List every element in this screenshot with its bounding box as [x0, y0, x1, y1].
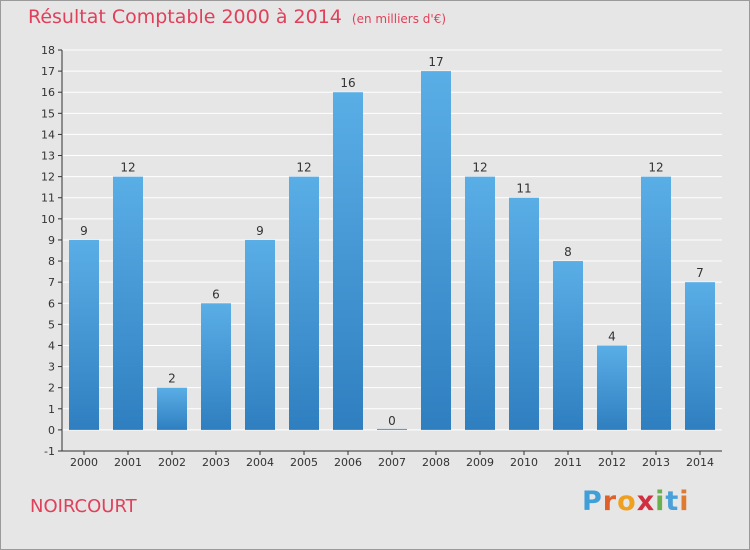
chart-title: Résultat Comptable 2000 à 2014 (en millie… [28, 6, 446, 28]
bar [113, 176, 143, 430]
commune-name: NOIRCOURT [30, 496, 137, 517]
y-tick-label: 12 [41, 171, 55, 184]
y-tick-label: 17 [41, 65, 55, 78]
data-label: 0 [388, 414, 396, 428]
bar [509, 197, 539, 430]
y-tick-label: 1 [48, 403, 55, 416]
y-tick-label: 5 [48, 318, 55, 331]
logo-letter: i [679, 486, 690, 517]
y-tick-label: 0 [48, 424, 55, 437]
logo-letter: P [582, 486, 603, 517]
data-label: 11 [516, 182, 531, 196]
logo-letter: t [665, 486, 680, 517]
y-tick-label: 16 [41, 86, 55, 99]
bar [421, 71, 451, 430]
data-label: 4 [608, 329, 616, 343]
y-tick-label: 18 [41, 44, 55, 57]
y-tick-label: 9 [48, 234, 55, 247]
data-label: 17 [428, 55, 443, 69]
bar [157, 387, 187, 430]
title-text: Résultat Comptable 2000 à 2014 [28, 6, 342, 28]
data-label: 16 [340, 76, 355, 90]
bar [245, 239, 275, 430]
y-tick-label: 13 [41, 150, 55, 163]
y-tick-label: -1 [44, 445, 55, 458]
logo-letter: r [602, 486, 618, 517]
bars [69, 71, 715, 430]
bar [377, 428, 407, 430]
bar [685, 282, 715, 430]
x-tick-label: 2008 [422, 456, 450, 469]
data-label: 2 [168, 372, 176, 386]
x-tick-label: 2012 [598, 456, 626, 469]
data-labels: 9 12 2 6 9 12 16 0 17 12 11 8 4 12 7 [80, 55, 704, 428]
y-tick-label: 3 [48, 361, 55, 374]
x-tick-label: 2000 [70, 456, 98, 469]
data-label: 8 [564, 245, 572, 259]
bar [289, 176, 319, 430]
bar [465, 176, 495, 430]
data-label: 12 [296, 161, 311, 175]
data-label: 12 [120, 161, 135, 175]
logo-letter: x [636, 486, 656, 517]
x-tick-label: 2011 [554, 456, 582, 469]
x-tick-label: 2006 [334, 456, 362, 469]
x-tick-label: 2003 [202, 456, 230, 469]
y-tick-label: 11 [41, 192, 55, 205]
y-tick-label: 2 [48, 382, 55, 395]
bar [333, 92, 363, 430]
bar [597, 345, 627, 430]
bar [641, 176, 671, 430]
y-tick-label: 15 [41, 107, 55, 120]
y-tick-label: 8 [48, 255, 55, 268]
data-label: 12 [648, 161, 663, 175]
x-tick-label: 2010 [510, 456, 538, 469]
data-label: 6 [212, 287, 220, 301]
x-tick-label: 2002 [158, 456, 186, 469]
y-tick-label: 4 [48, 339, 55, 352]
bar [201, 303, 231, 430]
x-tick-label: 2009 [466, 456, 494, 469]
proxiti-logo[interactable]: Proxiti [582, 486, 690, 517]
x-tick-label: 2005 [290, 456, 318, 469]
bar [553, 261, 583, 430]
logo-letter: o [617, 486, 637, 517]
bar [69, 239, 99, 430]
y-tick-label: 14 [41, 128, 55, 141]
data-label: 9 [256, 224, 264, 238]
x-tick-label: 2004 [246, 456, 274, 469]
unit-label: (en milliers d'€) [351, 12, 447, 26]
y-tick-label: 10 [41, 213, 55, 226]
y-tick-label: 7 [48, 276, 55, 289]
x-tick-label: 2001 [114, 456, 142, 469]
data-label: 7 [696, 266, 704, 280]
x-tick-label: 2007 [378, 456, 406, 469]
x-tick-label: 2014 [686, 456, 714, 469]
logo-letter: i [655, 486, 666, 517]
data-label: 12 [472, 161, 487, 175]
y-tick-label: 6 [48, 297, 55, 310]
data-label: 9 [80, 224, 88, 238]
x-tick-label: 2013 [642, 456, 670, 469]
